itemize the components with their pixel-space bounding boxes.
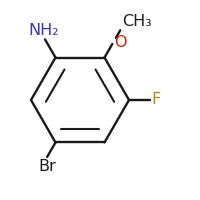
Text: F: F	[152, 92, 161, 108]
Text: Br: Br	[38, 159, 56, 174]
Text: CH₃: CH₃	[122, 14, 152, 29]
Text: NH₂: NH₂	[29, 23, 59, 38]
Text: O: O	[114, 35, 127, 50]
